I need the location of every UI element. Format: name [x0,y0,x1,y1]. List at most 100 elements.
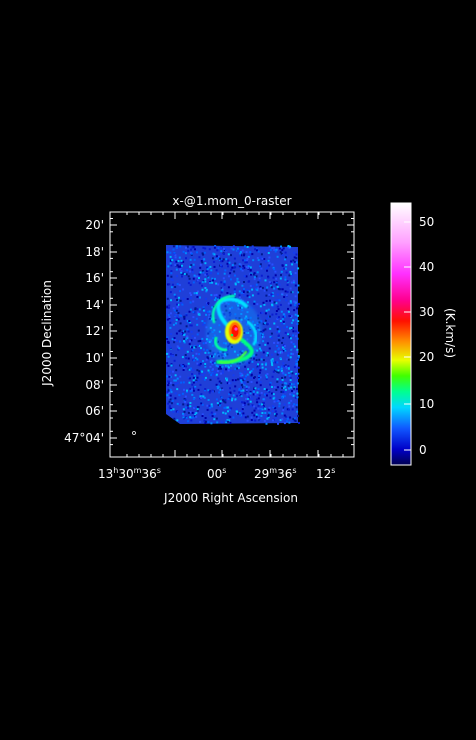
noise-pixel [276,318,279,321]
noise-pixel [250,273,252,276]
noise-pixel [191,388,193,391]
noise-pixel [257,407,260,410]
noise-pixel [269,248,272,251]
noise-pixel [252,418,255,421]
noise-pixel [218,380,221,383]
y-tick-label: 18' [85,245,104,259]
noise-pixel [210,411,213,414]
noise-pixel [284,391,287,394]
noise-pixel [176,402,179,405]
noise-pixel [176,303,178,306]
noise-pixel [259,419,262,422]
noise-pixel [273,281,276,284]
noise-pixel [247,403,250,406]
noise-pixel [216,249,219,252]
noise-pixel [282,349,285,352]
noise-pixel [296,363,299,366]
noise-pixel [196,406,199,408]
noise-pixel [296,374,299,377]
noise-pixel [288,383,291,385]
noise-pixel [181,303,184,306]
noise-pixel [204,363,207,365]
noise-pixel [245,375,248,378]
noise-pixel [199,266,202,269]
noise-pixel [193,292,196,295]
noise-pixel [275,388,278,391]
noise-pixel [199,383,202,386]
noise-pixel [242,289,245,292]
noise-pixel [247,255,250,258]
noise-pixel [170,402,173,405]
noise-pixel [215,255,218,258]
noise-pixel [168,400,171,403]
noise-pixel [223,406,226,409]
noise-pixel [255,398,258,401]
noise-pixel [196,408,199,411]
noise-pixel [224,364,227,367]
noise-pixel [226,406,229,409]
noise-pixel [260,287,262,290]
noise-pixel [168,304,171,307]
noise-pixel [239,263,242,266]
noise-pixel [189,416,192,419]
noise-pixel [174,295,177,298]
noise-pixel [243,378,246,380]
noise-pixel [271,353,273,356]
noise-pixel [234,379,237,382]
noise-pixel [259,376,262,379]
noise-pixel [236,394,238,397]
noise-pixel [273,322,276,325]
noise-pixel [233,389,236,392]
noise-pixel [171,338,174,341]
noise-pixel [169,326,172,329]
noise-pixel [283,395,286,398]
noise-pixel [180,271,183,274]
noise-pixel [199,339,202,342]
noise-pixel [254,407,257,410]
noise-pixel [289,304,292,307]
noise-pixel [170,278,173,281]
noise-pixel [287,354,290,357]
noise-pixel [262,340,265,343]
x-tick-label: 00s [207,466,226,481]
noise-pixel [252,357,255,360]
noise-pixel [178,284,181,287]
noise-pixel [168,406,171,409]
noise-pixel [217,404,220,406]
noise-pixel [179,322,182,325]
noise-pixel [174,286,177,288]
noise-pixel [216,387,219,390]
noise-pixel [170,270,173,272]
noise-pixel [230,247,233,250]
noise-pixel [265,249,268,252]
noise-pixel [202,309,205,312]
noise-pixel [175,260,178,263]
noise-pixel [243,381,246,384]
noise-pixel [205,303,208,306]
noise-pixel [255,381,258,384]
noise-pixel [274,350,277,353]
noise-pixel [180,314,183,317]
noise-pixel [219,367,222,370]
noise-pixel [169,382,172,384]
noise-pixel [296,410,299,413]
noise-pixel [264,412,267,414]
noise-pixel [213,362,216,365]
noise-pixel [223,283,226,286]
noise-pixel [205,290,208,293]
noise-pixel [169,374,171,377]
noise-pixel [167,265,170,268]
noise-pixel [199,271,202,274]
noise-pixel [223,281,226,284]
noise-pixel [213,413,216,416]
noise-pixel [235,408,238,411]
noise-pixel [174,264,177,267]
noise-pixel [266,352,269,354]
noise-pixel [188,277,191,280]
noise-pixel [215,398,218,401]
noise-pixel [269,327,272,330]
noise-pixel [276,305,279,308]
noise-pixel [271,410,274,413]
noise-pixel [241,408,244,411]
noise-pixel [252,259,255,262]
